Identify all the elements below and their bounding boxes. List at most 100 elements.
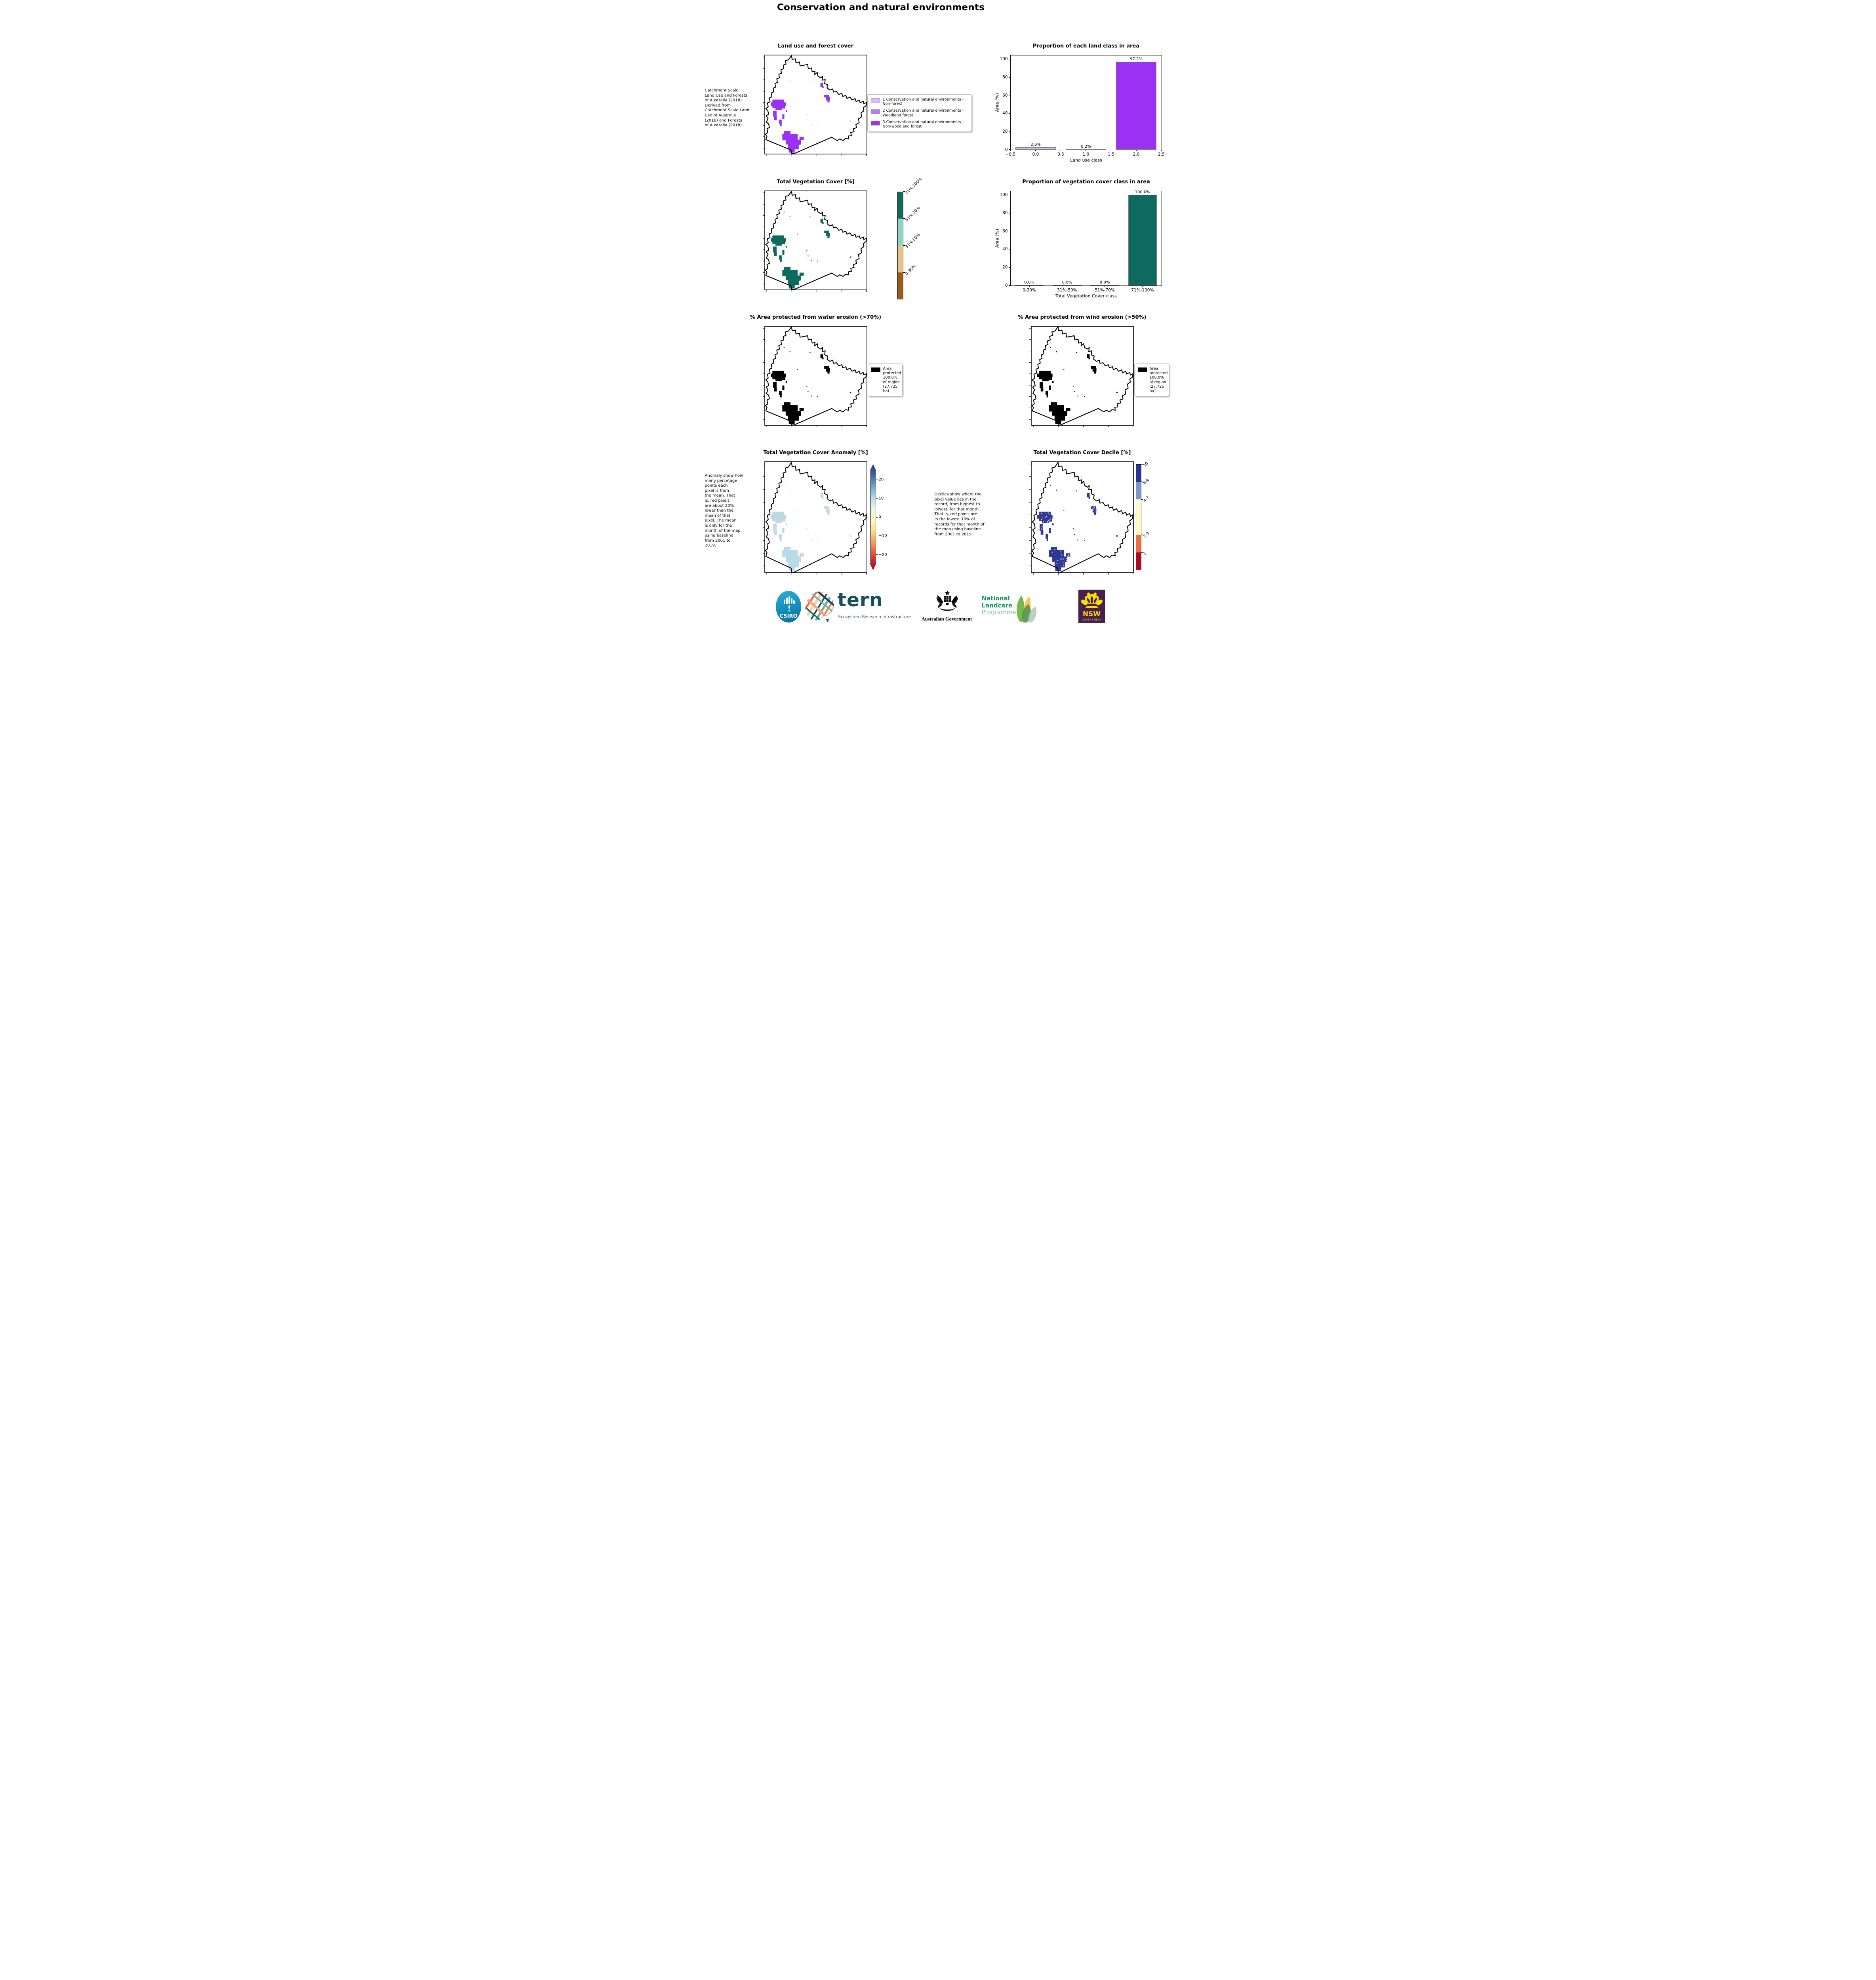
decile-class-label: 10 [1142,461,1149,468]
land-class-chart-ylabel: Area (%) [994,93,1000,112]
water-erosion-map-title: % Area protected from water erosion (>70… [750,314,882,320]
bar [1015,147,1056,150]
wind-erosion-canvas [1029,326,1134,427]
csiro-wordmark: CSIRO [779,613,797,619]
y-tick-label: 60 [1002,228,1008,234]
water-erosion-region-outline [764,326,867,426]
land-use-legend-item: 1 Conservation and natural environments … [870,97,968,107]
x-tick-label: −0.5 [1005,152,1016,157]
veg-cover-class-segment [897,192,903,219]
x-tick-label: 0-30% [1023,288,1036,293]
veg-cover-class-label: 71%-100% [904,177,923,196]
y-tick-label: 40 [1002,247,1008,252]
land-use-class-1-label: 1 Conservation and natural environments … [882,97,964,107]
bar [1066,149,1106,150]
land-class-chart: 0 20 40 60 80 100 −0.5 0.0 0.5 1.0 1.5 2.0 2.5 2.6% 0.… [1000,55,1165,157]
land-use-legend-item: 3 Conservation and natural environments … [870,120,968,129]
land-use-source-note: Catchment Scale Land Use and Forests of … [705,88,750,128]
decile-class-segment [1135,535,1141,553]
land-use-class-2-swatch [870,109,880,114]
protected-area-swatch [1137,367,1147,372]
water-erosion-map [762,326,867,427]
veg-cover-class-segment [897,246,903,272]
australian-government-label: Australian Government [921,616,972,622]
landcare-line1: National [981,595,1010,602]
veg-cover-class-segment [897,272,903,299]
veg-cover-map-title: Total Vegetation Cover [%] [777,179,855,185]
wind-erosion-region-outline [1031,326,1133,426]
anomaly-tick-label: 10 [878,496,884,501]
anomaly-explainer-text: Anomaly show how many percetage points e… [705,474,743,548]
wind-erosion-map-title: % Area protected from wind erosion (>50%… [1018,314,1147,320]
x-tick-label: 1.0 [1082,152,1089,157]
nsw-wordmark: NSW [1082,610,1101,618]
anomaly-tick-label: −20 [878,552,887,557]
decile-class-label: 2-3 [1142,531,1150,539]
landcare-line2: Landcare [981,602,1013,609]
land-use-legend-item: 2 Conservation and natural environments … [870,109,968,118]
bar [1128,195,1157,286]
y-tick-label: 60 [1002,93,1008,98]
land-use-map-title: Land use and forest cover [778,43,853,49]
veg-class-chart: 0 20 40 60 80 100 0-30% 31%-50% 51%-70% 71%-100% 0… [1000,190,1162,293]
decile-map-title: Total Vegetation Cover Decile [%] [1033,450,1131,456]
land-use-map [762,55,867,156]
veg-cover-class-segment [897,219,903,246]
land-use-class-3-swatch [870,120,880,126]
landcare-leaves-icon [1013,592,1042,625]
anomaly-gradient [870,464,876,570]
water-erosion-legend: Area protected 100.0% of region (27,725 … [867,364,903,397]
veg-cover-class-label: 51%-70% [904,206,921,223]
anomaly-data-pixels [770,485,851,571]
veg-cover-colorbar: 71%-100% 51%-70% 31%-50% 0-30% [897,177,923,299]
anomaly-colorbar: 20 10 0 −10 −20 [870,464,887,570]
y-tick-label: 100 [1000,57,1008,62]
veg-cover-canvas [762,190,867,292]
decile-class-segment [1135,552,1141,570]
bar-value-label: 100.0% [1135,190,1150,195]
tern-australia-art [804,590,837,626]
y-tick-label: 40 [1002,111,1008,116]
land-use-data-pixels [770,76,851,153]
decile-canvas [1029,461,1134,575]
nsw-waratah-icon [1081,592,1103,608]
veg-cover-class-label: 31%-50% [904,232,921,249]
veg-cover-data-pixels [770,211,851,289]
decile-map [1029,461,1134,575]
x-tick-label: 2.5 [1158,152,1165,157]
anomaly-region-outline [764,462,867,573]
land-use-class-1-swatch [870,98,880,103]
bar-value-label: 0.2% [1081,144,1091,149]
anomaly-tick-label: 0 [878,515,881,520]
y-tick-label: 80 [1002,210,1008,215]
protected-area-swatch [871,367,880,372]
x-tick-label: 2.0 [1133,152,1140,157]
bar [1090,285,1119,286]
y-tick-label: 0 [1005,283,1008,288]
y-tick-label: 80 [1002,74,1008,80]
protected-area-label: Area protected 100.0% of region (27,725 … [1149,367,1168,394]
bar [1116,61,1156,150]
x-tick-label: 31%-50% [1057,288,1077,293]
wind-erosion-data-pixels [1037,347,1118,424]
anomaly-canvas [762,461,867,575]
veg-cover-class-label: 0-30% [904,264,917,276]
tern-tagline: Ecosystem Research Infrastructure [838,615,911,619]
water-erosion-canvas [762,326,867,427]
landcare-wordmark: National Landcare Programme [982,595,1016,616]
x-tick-label: 1.5 [1108,152,1114,157]
veg-class-chart-title: Proportion of vegetation cover class in … [1022,179,1150,185]
land-use-class-2-label: 2 Conservation and natural environments … [882,109,964,118]
anomaly-map [762,461,867,575]
water-erosion-data-pixels [770,347,851,424]
x-tick-label: 0.0 [1032,152,1039,157]
footer-divider [977,592,978,621]
veg-cover-region-outline [764,190,867,290]
decile-class-label: 1 [1142,551,1147,556]
bar-value-label: 2.6% [1030,143,1041,147]
bar [1053,285,1082,286]
page-title: Conservation and natural environments [777,2,985,13]
veg-class-chart-ylabel: Area (%) [994,229,1000,248]
wind-erosion-map [1029,326,1134,427]
decile-class-segment [1135,499,1141,535]
